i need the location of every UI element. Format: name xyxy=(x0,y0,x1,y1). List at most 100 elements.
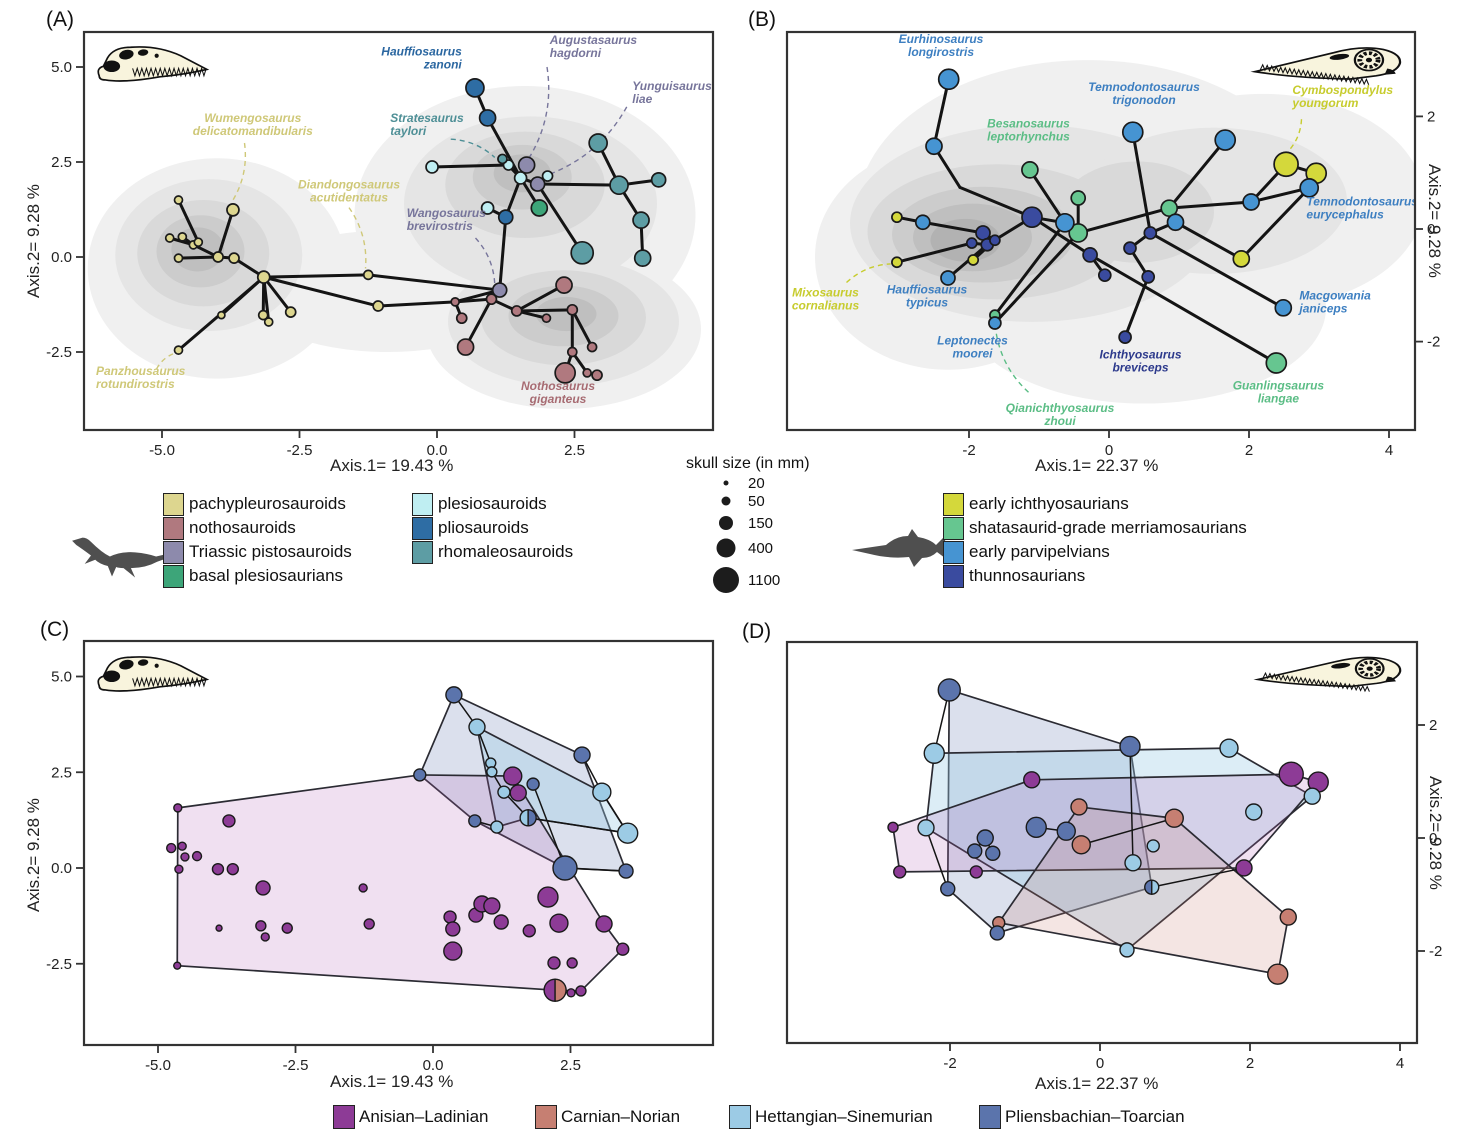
data-point xyxy=(255,880,271,896)
phylogeny-edge xyxy=(177,198,200,244)
data-point-split xyxy=(543,978,556,1002)
panel-frame xyxy=(82,30,715,432)
legend-label: early parvipelvians xyxy=(969,542,1110,561)
density-contour xyxy=(536,296,597,332)
data-point xyxy=(212,251,224,263)
phylogeny-edge xyxy=(1151,867,1245,888)
data-point xyxy=(425,160,439,174)
phylogeny-edge xyxy=(993,231,1080,325)
data-point xyxy=(575,985,587,997)
data-point xyxy=(537,886,559,908)
phylogeny-edge xyxy=(1028,168,1067,225)
phylogeny-edge xyxy=(1167,200,1253,210)
nothosauroids-swatch xyxy=(163,516,184,540)
phylogeny-edge xyxy=(1174,220,1243,261)
species-label: Diandongosaurus acutidentatus xyxy=(298,178,400,205)
data-point xyxy=(1055,212,1075,233)
data-point xyxy=(923,742,945,764)
size-legend-label: 150 xyxy=(748,515,773,532)
legend-item-hettangian-sinemurian: Hettangian–Sinemurian xyxy=(729,1104,933,1130)
phylogeny-edge xyxy=(536,182,584,255)
data-point xyxy=(617,822,639,844)
x-tick-label: 2.5 xyxy=(564,442,585,459)
legend-label: Carnian–Norian xyxy=(561,1107,681,1126)
plesiosaur-skull-icon xyxy=(97,46,210,82)
legend-label: Hettangian–Sinemurian xyxy=(755,1107,933,1126)
data-point xyxy=(228,252,240,264)
plesiosauroids-swatch xyxy=(412,492,433,516)
species-label: Nothosaurus giganteus xyxy=(521,379,595,406)
panel-d-y-axis-title: Axis.2= 9.28 % xyxy=(1426,776,1445,890)
phylogeny-edge xyxy=(486,116,523,180)
data-point xyxy=(1245,803,1263,821)
x-tick-label: 2 xyxy=(1246,1055,1254,1072)
data-point xyxy=(480,201,495,215)
y-tick-label: 0 xyxy=(1427,221,1435,238)
plesiosaur-skull-icon xyxy=(97,656,210,692)
data-point xyxy=(976,829,994,847)
phylogeny-edge xyxy=(177,255,220,260)
data-point-split xyxy=(554,978,567,1002)
pistosauroids-swatch xyxy=(163,540,184,564)
legend-item-basal-plesiosaurians: basal plesiosaurians xyxy=(163,564,352,588)
data-point xyxy=(509,784,527,802)
data-point xyxy=(650,172,667,188)
data-point xyxy=(592,782,612,802)
legend-item-early-parvipelvians: early parvipelvians xyxy=(943,540,1247,564)
y-tick-label: 5.0 xyxy=(51,59,72,76)
data-point xyxy=(975,225,991,241)
phylogeny-edge xyxy=(216,208,235,259)
data-point xyxy=(1124,854,1142,872)
data-point xyxy=(263,317,274,327)
data-point xyxy=(193,237,204,248)
ichthyosaur-legend: early ichthyosaurians shatasaurid-grade … xyxy=(943,492,1247,588)
label-leader-line xyxy=(549,106,628,175)
data-point xyxy=(1021,161,1039,179)
species-label: Panzhousaurus rotundirostris xyxy=(96,364,186,391)
x-tick-label: -5.0 xyxy=(149,442,175,459)
anisian-ladinian-swatch xyxy=(333,1105,355,1129)
data-point xyxy=(582,368,593,378)
data-point xyxy=(616,942,630,956)
rhomaleosauroids-swatch xyxy=(412,540,433,564)
data-point xyxy=(965,237,978,249)
data-point xyxy=(967,254,980,266)
label-leader-line xyxy=(231,142,247,203)
data-point xyxy=(256,270,271,284)
data-point xyxy=(529,176,546,192)
data-point xyxy=(1235,859,1253,877)
data-point xyxy=(217,310,226,320)
data-point xyxy=(222,814,236,828)
data-point xyxy=(989,925,1005,941)
data-point xyxy=(497,153,508,165)
y-tick-label: 0.0 xyxy=(51,249,72,266)
data-point xyxy=(255,920,267,932)
species-label: Macgowania janiceps xyxy=(1297,288,1371,315)
legend-label: thunnosaurians xyxy=(969,566,1086,585)
data-point xyxy=(173,345,184,355)
sauropterygian-legend-col1: pachypleurosauroids nothosauroids Triass… xyxy=(163,492,352,588)
legend-item-early-ichthyosaurians: early ichthyosaurians xyxy=(943,492,1247,516)
data-point xyxy=(1141,270,1156,284)
data-point xyxy=(1279,908,1297,926)
data-point xyxy=(1121,121,1144,144)
data-point xyxy=(468,718,486,736)
data-point xyxy=(1242,193,1260,211)
data-point xyxy=(1071,835,1091,855)
species-label: Wumengosaurus delicatomandibularis xyxy=(193,111,313,138)
legend-item-nothosauroids: nothosauroids xyxy=(163,516,352,540)
data-point xyxy=(226,203,240,217)
data-point xyxy=(989,234,1001,247)
y-tick-label: -2 xyxy=(1429,943,1442,960)
data-point xyxy=(1299,178,1320,198)
species-label: Hauffiosaurus typicus xyxy=(887,283,968,310)
legend-label: Pliensbachian–Toarcian xyxy=(1005,1107,1185,1126)
panel-frame xyxy=(785,30,1417,432)
early-parvipelvians-swatch xyxy=(943,540,964,564)
phylogeny-edge xyxy=(376,300,457,308)
legend-item-carnian-norian: Carnian–Norian xyxy=(535,1104,680,1130)
data-point xyxy=(969,865,983,879)
phylogeny-edge xyxy=(498,215,508,292)
data-point xyxy=(1232,249,1251,268)
